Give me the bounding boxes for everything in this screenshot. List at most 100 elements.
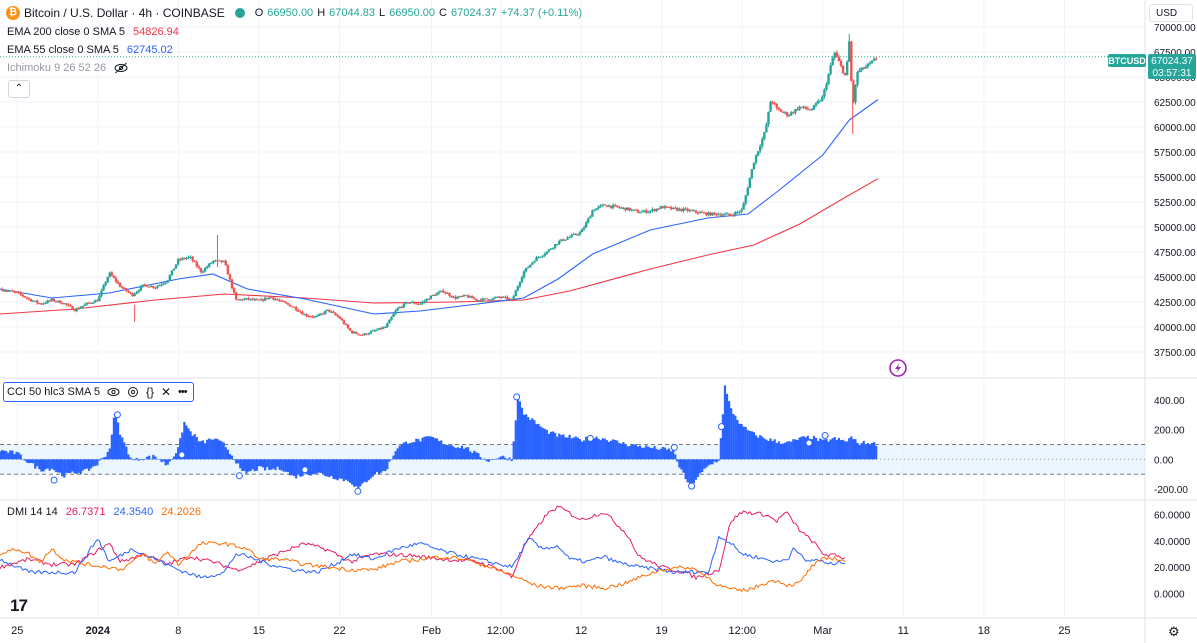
candle-body [725, 213, 729, 215]
cci-bar [636, 446, 640, 460]
candle-body [19, 292, 22, 295]
cci-bar [156, 458, 159, 460]
candle-body [862, 67, 865, 69]
cci-bar [694, 459, 698, 480]
cci-bar [593, 438, 596, 460]
candle-body [551, 247, 555, 249]
cci-bar [58, 459, 62, 473]
candle-body [613, 205, 617, 207]
ichimoku-legend[interactable]: Ichimoku 9 26 52 26 [7, 62, 128, 74]
eye-crossed-icon[interactable] [114, 62, 128, 74]
symbol-legend[interactable]: ₿ Bitcoin / U.S. Dollar · 4h · COINBASE … [6, 6, 582, 20]
candle-body [286, 303, 290, 305]
gear-icon[interactable]: ⚙ [1168, 624, 1180, 639]
source-code-icon[interactable]: {} [145, 385, 154, 399]
candle-body [500, 297, 503, 299]
cci-bar [612, 439, 615, 460]
cci-bar [129, 457, 132, 460]
candle-body [127, 290, 130, 293]
cci-bar [537, 423, 540, 460]
cci-bar [839, 440, 843, 460]
lightning-icon[interactable] [889, 359, 907, 377]
cci-signal-marker [354, 487, 362, 495]
candle-body [587, 218, 590, 223]
more-icon[interactable]: ••• [178, 386, 188, 398]
dmi-pane[interactable] [0, 505, 846, 593]
candle-body [83, 304, 87, 306]
cci-pane[interactable] [0, 385, 1145, 495]
cci-bar [21, 459, 24, 460]
candle-body [709, 212, 712, 216]
settings-icon[interactable] [127, 386, 139, 398]
candle-body [732, 215, 735, 217]
cci-bar [665, 449, 669, 460]
price-pane[interactable] [0, 34, 1145, 336]
cci-bar [419, 441, 422, 460]
candle-body [460, 296, 464, 298]
candle-body [796, 109, 799, 111]
candle-body [214, 260, 217, 262]
candle-body [427, 298, 430, 300]
candle-body [243, 298, 246, 301]
candle-body [473, 298, 476, 300]
cci-bar [487, 459, 490, 462]
candle-body [417, 303, 420, 305]
cci-bar [75, 459, 78, 474]
cci-bar [127, 454, 130, 460]
candle-body [831, 57, 834, 66]
cci-bar [570, 438, 573, 460]
cci-bar [467, 447, 470, 460]
time-tick-label: 15 [253, 625, 265, 637]
candle-body [640, 211, 644, 213]
ichimoku-label: Ichimoku 9 26 52 26 [7, 62, 107, 74]
cci-bar [411, 442, 414, 460]
cci-bar [551, 431, 555, 460]
eye-icon[interactable] [107, 387, 120, 397]
candle-body [79, 307, 82, 309]
cci-bar [427, 436, 430, 460]
cci-legend[interactable]: CCI 50 hlc3 SMA 5 {} ✕ ••• [3, 382, 194, 402]
ema55-legend[interactable]: EMA 55 close 0 SMA 5 62745.02 [7, 44, 173, 56]
cci-bar [676, 459, 679, 462]
candle-body [667, 206, 671, 208]
candle-body [669, 207, 673, 210]
cci-bar [572, 437, 575, 460]
cci-bar [574, 436, 577, 460]
candle-body [60, 303, 64, 305]
candle-body [454, 296, 457, 299]
cci-bar [311, 459, 314, 475]
candle-body [50, 298, 53, 301]
cci-bar [340, 459, 343, 479]
candle-body [508, 298, 511, 300]
candle-body [334, 312, 337, 316]
dmi-legend[interactable]: DMI 14 14 26.7371 24.3540 24.2026 [7, 506, 201, 518]
cci-bar [562, 434, 565, 460]
candle-body [58, 300, 62, 304]
dmi-line-adx [0, 540, 846, 593]
cci-bar [866, 443, 869, 460]
close-icon[interactable]: ✕ [160, 385, 172, 399]
candle-body [808, 109, 812, 111]
tradingview-logo[interactable]: 17 [10, 596, 28, 615]
cci-bar [568, 434, 571, 460]
collapse-legend-button[interactable]: ⌃ [8, 80, 30, 98]
currency-select[interactable]: USD [1149, 4, 1193, 22]
candle-body [408, 302, 412, 304]
candle-body [330, 311, 333, 313]
cci-bar [224, 447, 227, 460]
candle-body [713, 212, 716, 214]
symbol-title[interactable]: Bitcoin / U.S. Dollar · 4h · COINBASE [24, 6, 225, 20]
candle-body [483, 298, 486, 300]
ema200-legend[interactable]: EMA 200 close 0 SMA 5 54826.94 [7, 26, 179, 38]
candle-body [703, 212, 706, 214]
cci-bar [77, 459, 80, 473]
cci-bar [270, 459, 273, 470]
candle-body [359, 334, 362, 336]
cci-bar [771, 440, 774, 460]
candle-body [825, 84, 828, 90]
candle-body [44, 302, 47, 304]
candle-body [309, 316, 312, 318]
candle-body [226, 265, 230, 275]
cci-bar [810, 439, 814, 460]
